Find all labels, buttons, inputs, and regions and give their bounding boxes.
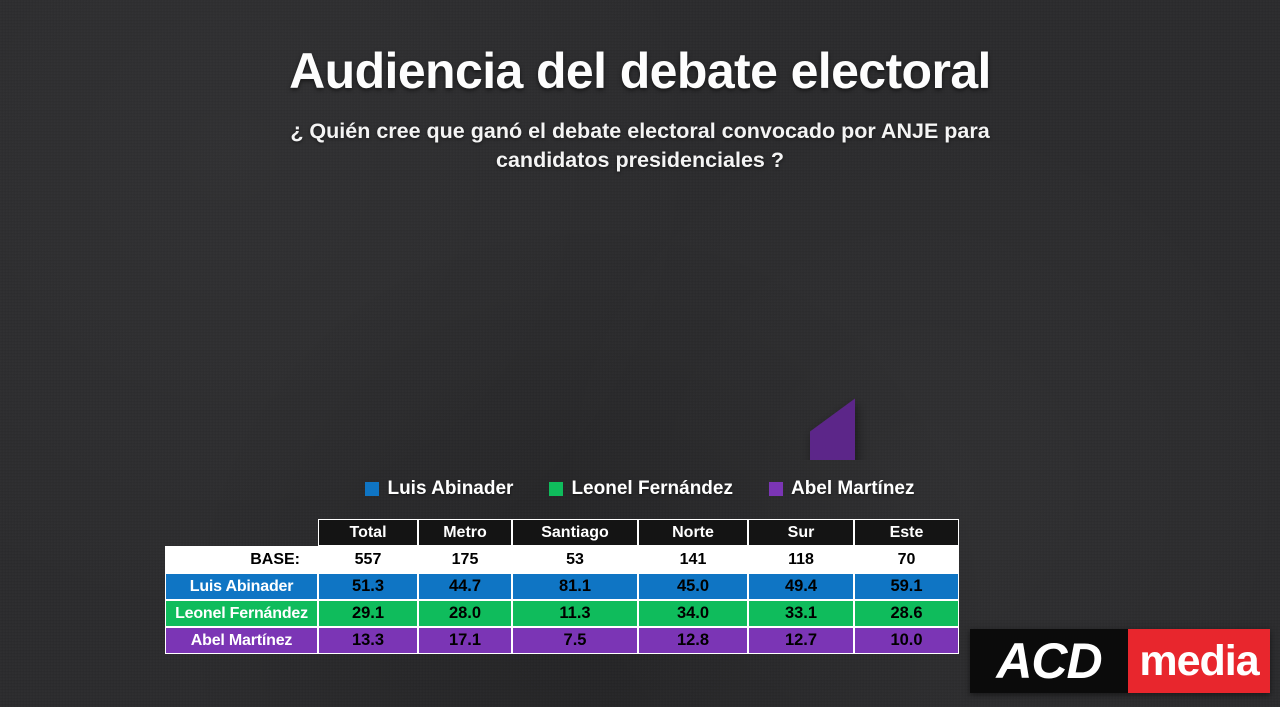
base-value-metro: 175 [418,546,512,573]
base-value-total: 557 [318,546,418,573]
cell-martinez-este: 10.0 [854,627,959,654]
data-table-container: Total Metro Santiago Norte Sur Este BASE… [165,519,959,654]
column-header-norte: Norte [638,519,748,546]
column-header-sur: Sur [748,519,854,546]
base-value-sur: 118 [748,546,854,573]
base-value-santiago: 53 [512,546,638,573]
cell-abinader-total: 51.3 [318,573,418,600]
bar-chart-plot-area: 51.3 29.1 13.3 [0,230,1280,460]
legend-item-martinez[interactable]: Abel Martínez [768,478,915,500]
cell-martinez-metro: 17.1 [418,627,512,654]
cell-fernandez-este: 28.6 [854,600,959,627]
legend-swatch-icon [365,482,380,496]
legend-item-fernandez[interactable]: Leonel Fernández [549,478,733,500]
legend-swatch-icon [549,482,564,496]
base-row-label: BASE: [165,546,318,573]
bar-chart-svg: 51.3 29.1 13.3 [810,398,855,460]
table-row: Luis Abinader 51.3 44.7 81.1 45.0 49.4 5… [165,573,959,600]
table-row-base: BASE: 557 175 53 141 118 70 [165,546,959,573]
cell-martinez-total: 13.3 [318,627,418,654]
cell-fernandez-santiago: 11.3 [512,600,638,627]
results-table: Total Metro Santiago Norte Sur Este BASE… [165,519,959,654]
legend-item-abinader[interactable]: Luis Abinader [365,478,513,500]
acd-media-logo: ACD media [970,629,1270,693]
base-value-este: 70 [854,546,959,573]
page-title: Audiencia del debate electoral [289,43,991,99]
column-header-total: Total [318,519,418,546]
legend-label: Abel Martínez [790,478,915,499]
table-row: Abel Martínez 13.3 17.1 7.5 12.8 12.7 10… [165,627,959,654]
chart-subtitle: ¿ Quién cree que ganó el debate electora… [290,119,990,172]
column-header-santiago: Santiago [512,519,638,546]
cell-fernandez-norte: 34.0 [638,600,748,627]
bar-martinez-side [810,398,855,460]
column-header-metro: Metro [418,519,512,546]
cell-abinader-sur: 49.4 [748,573,854,600]
cell-fernandez-sur: 33.1 [748,600,854,627]
cell-martinez-santiago: 7.5 [512,627,638,654]
cell-abinader-santiago: 81.1 [512,573,638,600]
table-row: Leonel Fernández 29.1 28.0 11.3 34.0 33.… [165,600,959,627]
logo-primary-text: ACD [970,629,1128,693]
table-header-row: Total Metro Santiago Norte Sur Este [165,519,959,546]
cell-abinader-este: 59.1 [854,573,959,600]
cell-fernandez-metro: 28.0 [418,600,512,627]
logo-secondary-text: media [1128,629,1270,693]
row-label-martinez: Abel Martínez [165,627,318,654]
bar-group-martinez [810,398,855,460]
cell-abinader-norte: 45.0 [638,573,748,600]
legend-swatch-icon [768,482,783,496]
column-header-este: Este [854,519,959,546]
chart-legend: Luis Abinader Leonel Fernández Abel Mart… [0,478,1280,500]
table-corner-cell [165,519,318,546]
row-label-fernandez: Leonel Fernández [165,600,318,627]
cell-martinez-norte: 12.8 [638,627,748,654]
cell-martinez-sur: 12.7 [748,627,854,654]
legend-label: Luis Abinader [387,478,514,499]
legend-label: Leonel Fernández [571,478,733,499]
row-label-abinader: Luis Abinader [165,573,318,600]
cell-abinader-metro: 44.7 [418,573,512,600]
cell-fernandez-total: 29.1 [318,600,418,627]
base-value-norte: 141 [638,546,748,573]
